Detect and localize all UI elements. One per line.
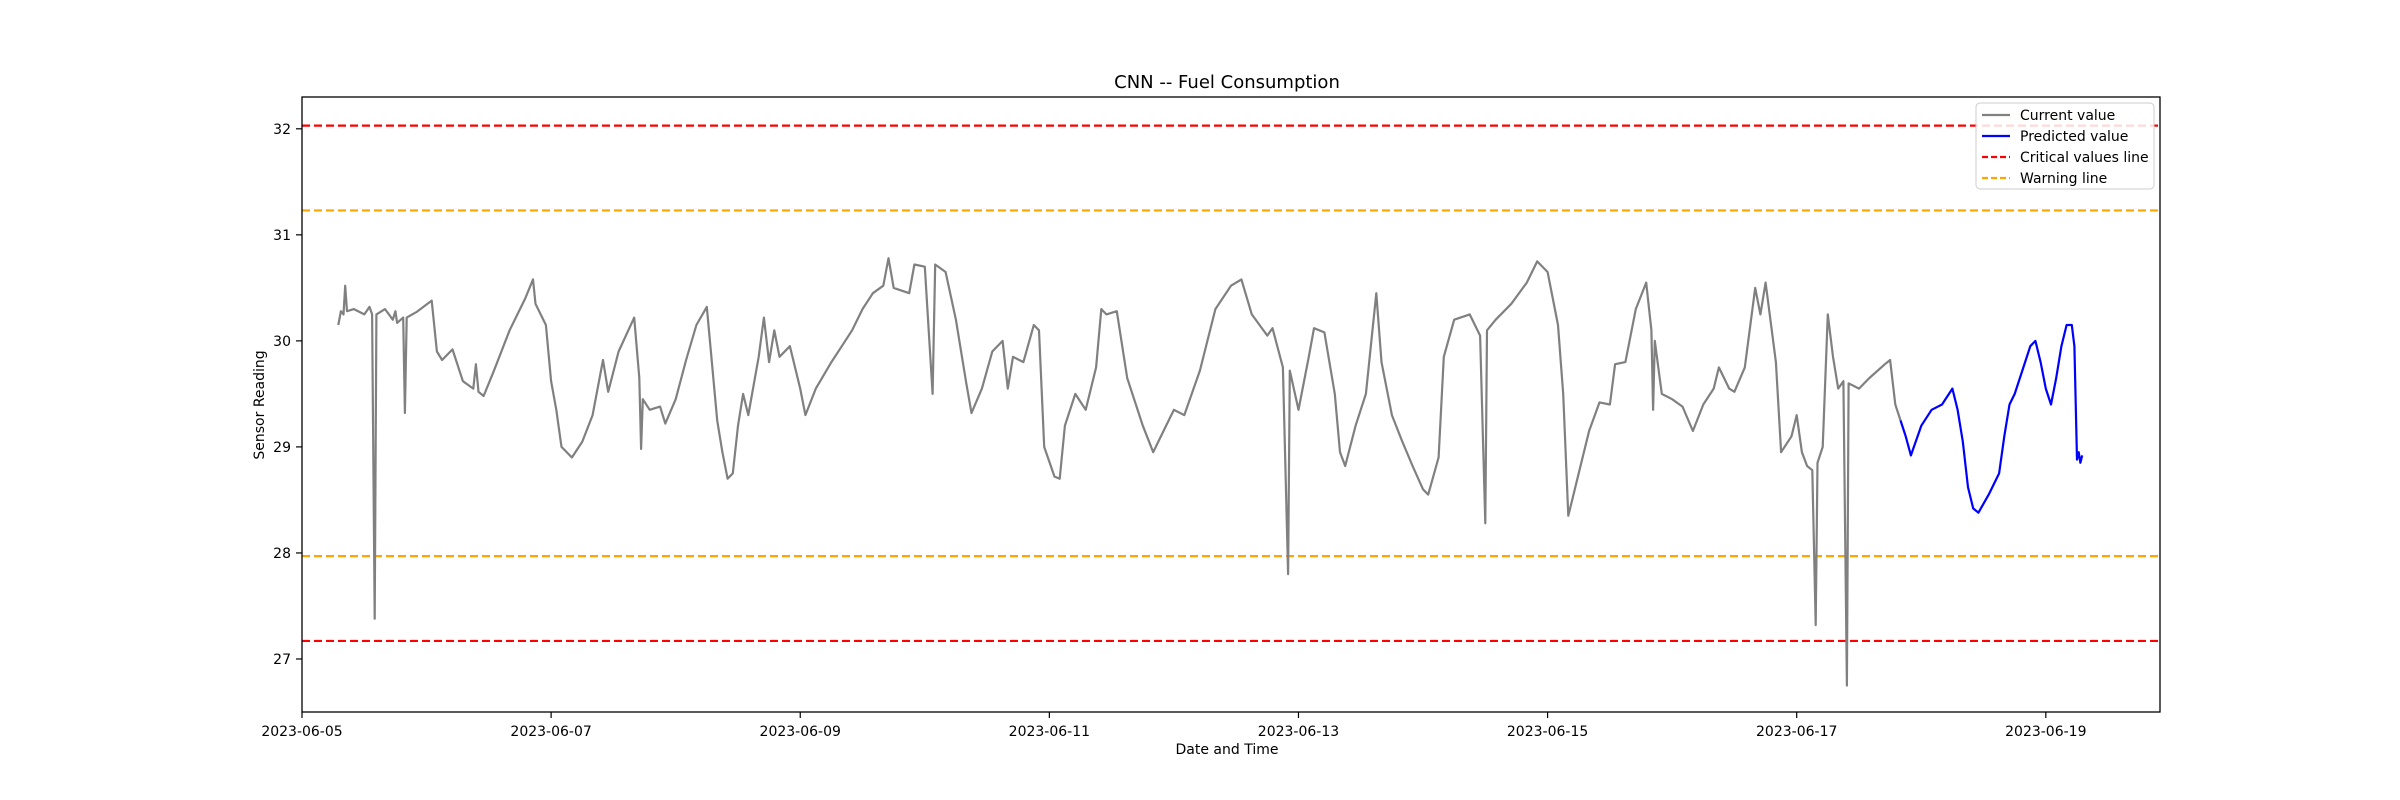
y-tick-label-3: 30 — [273, 334, 291, 350]
x-tick-label-2: 2023-06-09 — [760, 724, 841, 740]
legend-label-2: Critical values line — [2020, 150, 2149, 166]
y-tick-label-4: 31 — [273, 228, 291, 244]
legend-label-0: Current value — [2020, 108, 2115, 124]
y-tick-label-0: 27 — [273, 652, 291, 668]
x-tick-label-0: 2023-06-05 — [261, 724, 342, 740]
series-line-0 — [337, 257, 1902, 687]
legend-label-3: Warning line — [2020, 171, 2107, 187]
x-tick-label-1: 2023-06-07 — [510, 724, 591, 740]
x-tick-label-6: 2023-06-17 — [1756, 724, 1837, 740]
x-tick-label-7: 2023-06-19 — [2005, 724, 2086, 740]
y-tick-label-2: 29 — [273, 440, 291, 456]
series-line-1 — [1899, 323, 2084, 514]
x-axis-label: Date and Time — [1176, 742, 1279, 758]
x-tick-label-3: 2023-06-11 — [1009, 724, 1090, 740]
plot-frame — [301, 96, 2161, 713]
y-axis-ticks: 27 28 29 30 31 32 — [273, 122, 302, 668]
x-tick-label-5: 2023-06-15 — [1507, 724, 1588, 740]
y-axis-label: Sensor Reading — [252, 350, 268, 459]
legend-label-1: Predicted value — [2020, 129, 2128, 145]
legend: Current value Predicted value Critical val… — [1975, 102, 2155, 190]
series-layer — [337, 257, 2084, 687]
legend-box — [1975, 102, 2155, 190]
chart-title: CNN -- Fuel Consumption — [1114, 72, 1340, 93]
x-tick-label-4: 2023-06-13 — [1258, 724, 1339, 740]
reference-lines — [302, 124, 2160, 643]
y-tick-label-5: 32 — [273, 122, 291, 138]
y-tick-label-1: 28 — [273, 546, 291, 562]
x-axis-ticks: 2023-06-05 2023-06-07 2023-06-09 2023-06-11… — [261, 712, 2087, 740]
